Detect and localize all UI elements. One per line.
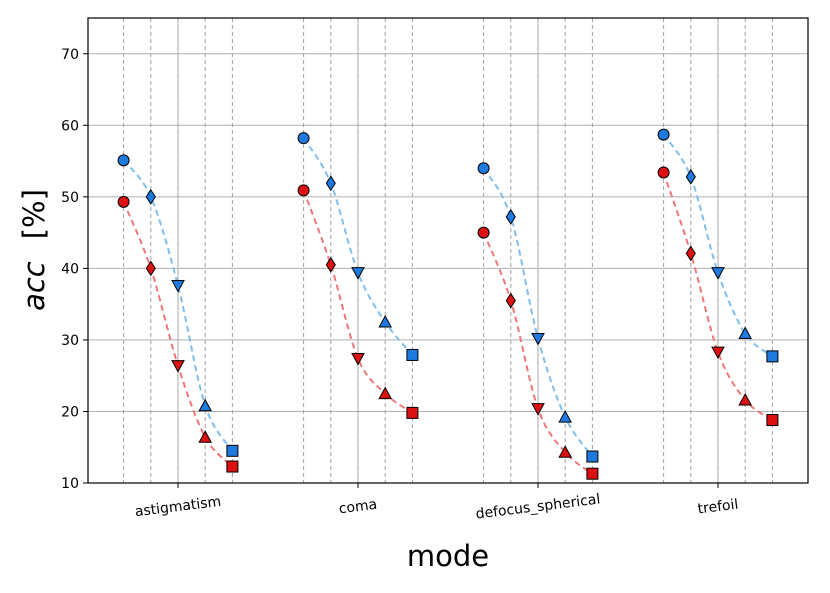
- plot-frame: [87, 17, 809, 484]
- triangle-down-marker: [171, 360, 185, 373]
- series-layer: [117, 128, 779, 480]
- grid: [88, 18, 808, 484]
- square-marker: [226, 444, 239, 457]
- triangle-up-marker: [198, 398, 213, 412]
- triangle-down-marker: [351, 353, 365, 366]
- y-tick-label: 30: [61, 333, 79, 349]
- diamond-marker: [325, 256, 336, 273]
- square-marker: [406, 348, 419, 361]
- triangle-up-marker: [738, 392, 753, 406]
- y-axis-label: acc [%]: [17, 189, 51, 311]
- triangle-down-marker: [531, 332, 545, 346]
- y-tick-label: 40: [61, 261, 79, 277]
- diamond-marker: [325, 175, 336, 192]
- circle-marker: [297, 132, 310, 145]
- ticks: 10 20 30 40 50 60 70 astigmatism coma defocus_sph…: [61, 47, 739, 523]
- triangle-up-marker: [378, 314, 393, 328]
- x-tick-label: astigmatism: [134, 494, 222, 520]
- diamond-marker: [145, 188, 156, 205]
- y-tick-label: 10: [61, 476, 79, 492]
- triangle-down-marker: [351, 267, 365, 280]
- circle-marker: [117, 154, 130, 167]
- diamond-marker: [505, 208, 516, 225]
- x-tick-label: defocus_spherical: [475, 491, 601, 522]
- y-axis-symbol: acc: [17, 261, 51, 311]
- triangle-down-marker: [531, 403, 545, 416]
- series-group: [117, 166, 779, 480]
- triangle-up-marker: [198, 430, 213, 443]
- triangle-down-marker: [711, 346, 725, 360]
- square-marker: [766, 350, 779, 363]
- diamond-marker: [505, 292, 516, 309]
- circle-marker: [477, 226, 490, 239]
- diamond-marker: [685, 245, 696, 262]
- y-tick-label: 20: [61, 404, 79, 420]
- series-group: [117, 128, 779, 463]
- y-tick-label: 50: [61, 190, 79, 206]
- circle-marker: [657, 128, 670, 141]
- series-line: [122, 159, 234, 452]
- triangle-up-marker: [558, 410, 573, 423]
- square-marker: [586, 450, 599, 463]
- triangle-up-marker: [378, 386, 393, 400]
- square-marker: [226, 460, 239, 473]
- square-marker: [406, 406, 419, 419]
- diamond-marker: [145, 260, 156, 277]
- x-tick-label: trefoil: [697, 497, 739, 518]
- triangle-up-marker: [558, 445, 573, 458]
- y-axis-label-text: acc [%]: [17, 189, 51, 311]
- y-tick-label: 60: [61, 118, 79, 134]
- triangle-up-marker: [738, 326, 753, 339]
- y-axis-unit: [%]: [17, 189, 51, 239]
- triangle-down-marker: [171, 280, 185, 293]
- circle-marker: [477, 162, 490, 175]
- circle-marker: [117, 195, 130, 208]
- circle-marker: [297, 184, 310, 197]
- y-tick-label: 70: [61, 47, 79, 63]
- circle-marker: [657, 166, 670, 179]
- square-marker: [766, 414, 779, 427]
- series-line: [662, 172, 773, 421]
- diamond-marker: [685, 168, 696, 185]
- triangle-down-marker: [711, 267, 725, 280]
- x-axis-label: mode: [407, 539, 489, 573]
- series-line: [482, 232, 594, 475]
- series-line: [302, 137, 414, 356]
- square-marker: [586, 467, 599, 480]
- x-tick-label: coma: [338, 497, 378, 518]
